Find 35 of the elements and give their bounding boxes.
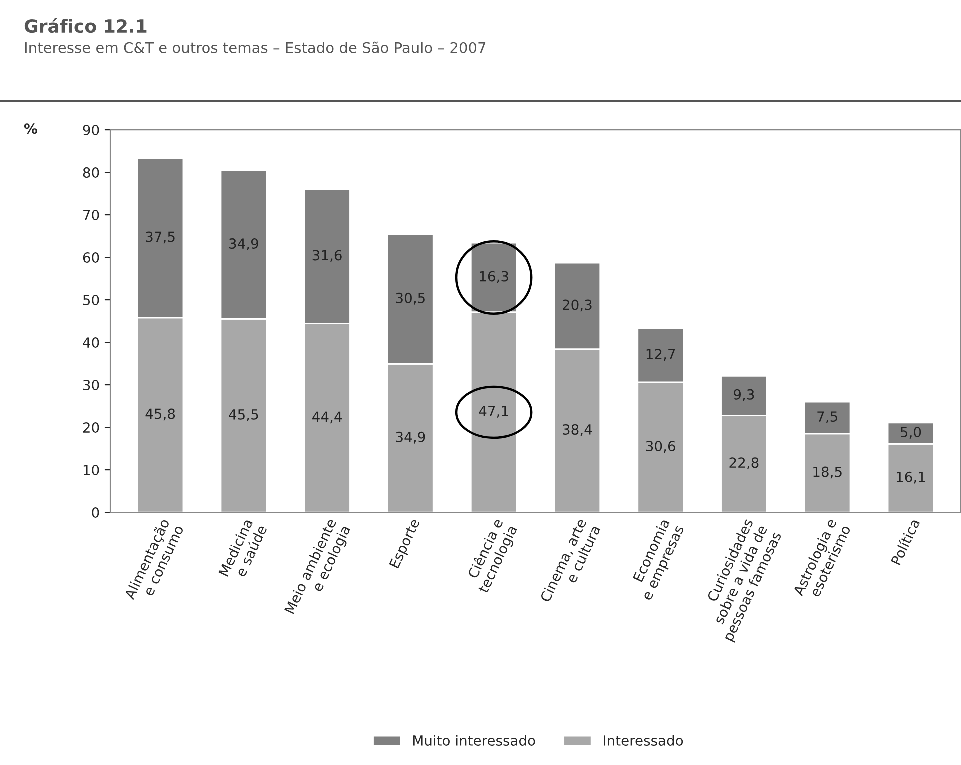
data-label: 45,5 bbox=[229, 410, 258, 422]
data-label: 16,3 bbox=[480, 271, 508, 284]
data-label: 22,8 bbox=[730, 458, 759, 470]
data-label: 12,7 bbox=[646, 349, 676, 361]
y-tick-label: 90 bbox=[83, 125, 100, 136]
data-label: 30,6 bbox=[646, 441, 676, 453]
y-tick-label: 60 bbox=[83, 252, 100, 264]
y-axis-title: % bbox=[24, 124, 38, 134]
data-label: 7,5 bbox=[818, 412, 838, 424]
y-tick-label: 10 bbox=[84, 465, 100, 476]
data-label: 30,5 bbox=[396, 292, 425, 305]
legend-label: Interessado bbox=[604, 735, 684, 746]
data-label: 18,5 bbox=[814, 466, 842, 479]
data-label: 9,3 bbox=[734, 389, 754, 402]
legend-label: Muito interessado bbox=[414, 735, 536, 746]
y-tick-label: 0 bbox=[92, 508, 100, 518]
chart-title: Gráfico 12.1 bbox=[24, 18, 147, 34]
y-tick-label: 30 bbox=[83, 380, 100, 391]
data-label: 37,5 bbox=[146, 232, 175, 244]
data-label: 47,1 bbox=[479, 406, 508, 418]
data-label: 16,1 bbox=[897, 472, 926, 484]
data-label: 34,9 bbox=[396, 432, 426, 444]
chart-subtitle: Interesse em C&T e outros temas – Estado de São Paulo – 2007 bbox=[25, 42, 486, 54]
data-label: 5,0 bbox=[901, 427, 922, 439]
data-label: 44,4 bbox=[312, 412, 342, 424]
y-tick-label: 50 bbox=[83, 295, 100, 306]
y-tick-label: 70 bbox=[84, 210, 100, 221]
data-label: 20,3 bbox=[563, 300, 592, 312]
data-label: 31,6 bbox=[312, 250, 342, 262]
y-tick-label: 20 bbox=[83, 422, 100, 434]
data-label: 38,4 bbox=[563, 424, 592, 436]
data-label: 34,9 bbox=[230, 238, 258, 250]
y-tick-label: 80 bbox=[83, 168, 100, 178]
y-tick-label: 40 bbox=[83, 338, 100, 348]
data-label: 45,8 bbox=[146, 408, 176, 421]
